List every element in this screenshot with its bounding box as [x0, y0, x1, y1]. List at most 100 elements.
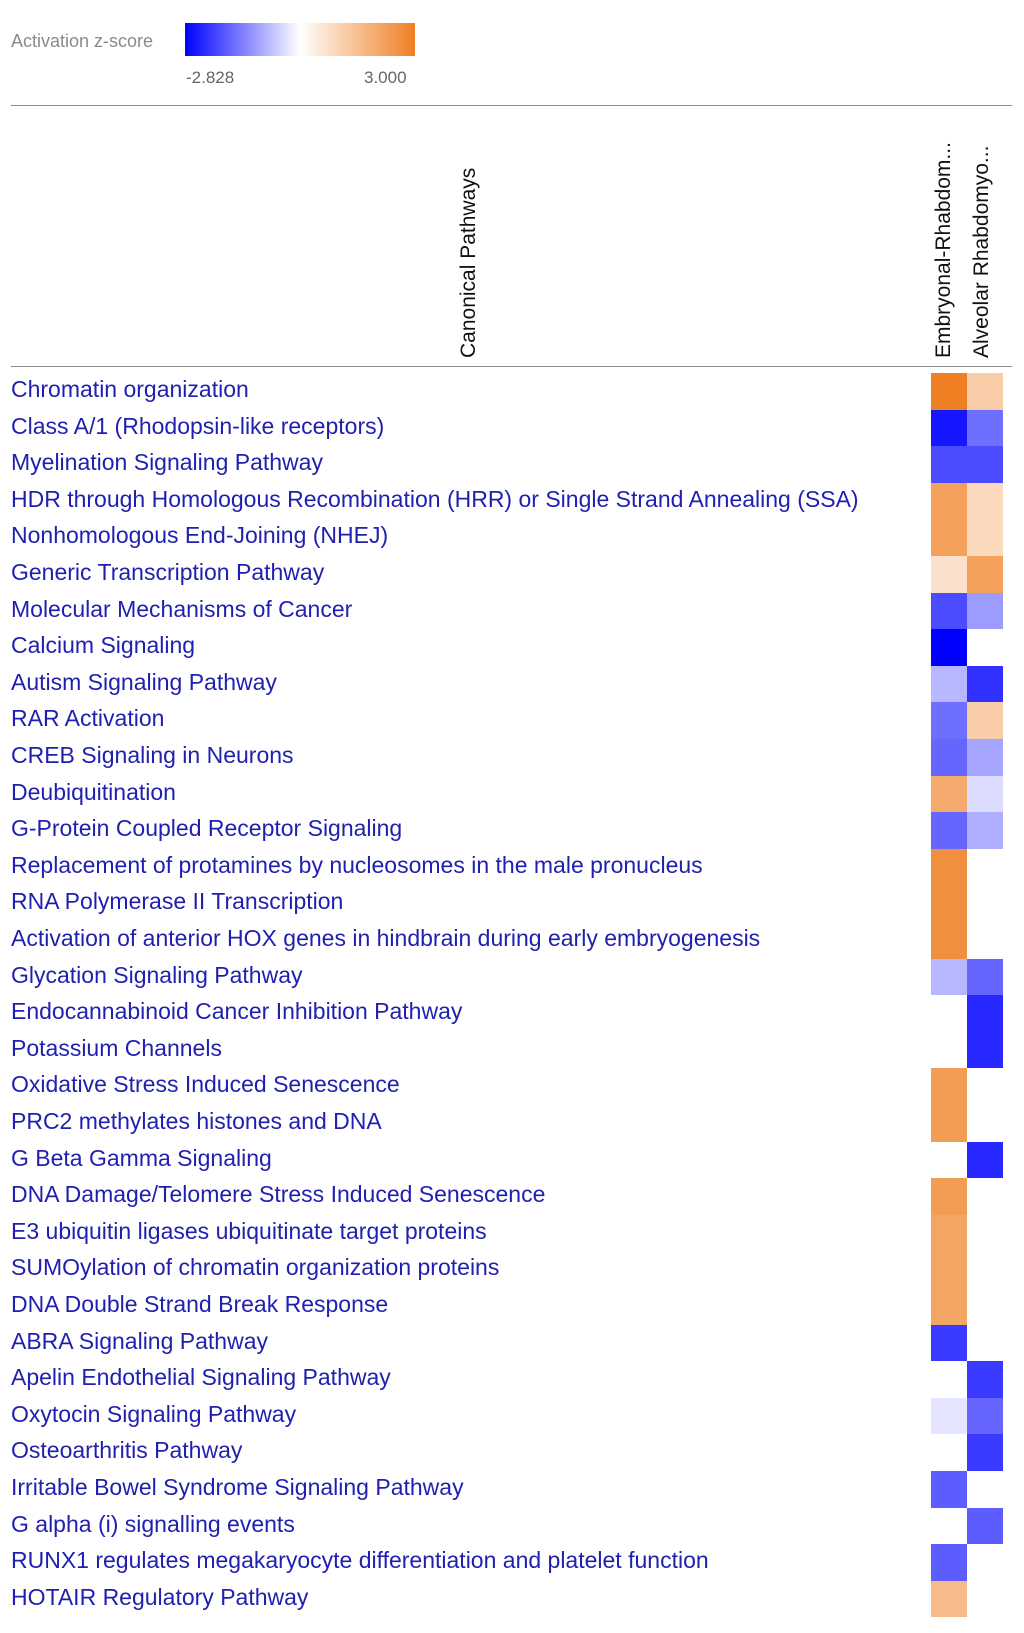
- heatmap-cell[interactable]: [931, 922, 967, 959]
- pathway-link[interactable]: PRC2 methylates histones and DNA: [11, 1108, 382, 1134]
- heatmap-cell[interactable]: [931, 702, 967, 739]
- column-header-alveolar[interactable]: Alveolar Rhabdomyo...: [970, 145, 993, 358]
- heatmap-cell[interactable]: [931, 665, 967, 703]
- heatmap-cell[interactable]: [931, 885, 967, 922]
- header-bottom-divider: [11, 366, 1012, 367]
- heatmap-cell[interactable]: [931, 1178, 967, 1215]
- heatmap-cell[interactable]: [931, 812, 967, 849]
- heatmap-cell[interactable]: [967, 1031, 1003, 1069]
- heatmap-cell[interactable]: [967, 1507, 1003, 1545]
- pathway-link[interactable]: Calcium Signaling: [11, 632, 196, 659]
- pathway-link[interactable]: Irritable Bowel Syndrome Signaling Pathw…: [11, 1474, 464, 1500]
- pathway-link[interactable]: Activation of anterior HOX genes in hind…: [11, 925, 761, 951]
- pathway-link[interactable]: Autism Signaling Pathway: [11, 668, 277, 695]
- table-row: Glycation Signaling Pathway: [0, 958, 1024, 996]
- heatmap-cell[interactable]: [931, 739, 967, 776]
- heatmap-cell[interactable]: [967, 775, 1003, 813]
- heatmap-cell[interactable]: [967, 519, 1003, 556]
- column-header-embryonal[interactable]: Embryonal-Rhabdom...: [932, 142, 955, 358]
- heatmap-cell[interactable]: [931, 629, 967, 666]
- heatmap-cell[interactable]: [931, 1105, 967, 1142]
- heatmap-cell[interactable]: [931, 1397, 967, 1435]
- heatmap-cell[interactable]: [931, 1214, 967, 1252]
- heatmap-cell[interactable]: [967, 739, 1003, 776]
- pathway-link[interactable]: Molecular Mechanisms of Cancer: [11, 595, 353, 622]
- pathway-link[interactable]: Osteoarthritis Pathway: [11, 1437, 243, 1464]
- pathway-link[interactable]: Replacement of protamines by nucleosomes…: [11, 851, 703, 878]
- pathway-link[interactable]: Myelination Signaling Pathway: [11, 449, 323, 476]
- table-row: ABRA Signaling Pathway: [0, 1324, 1024, 1362]
- heatmap-cell[interactable]: [967, 373, 1003, 410]
- heatmap-cell[interactable]: [967, 995, 1003, 1032]
- heatmap-cell[interactable]: [931, 1580, 967, 1618]
- pathway-link[interactable]: Chromatin organization: [11, 376, 249, 402]
- table-row: HDR through Homologous Recombination (HR…: [0, 482, 1024, 520]
- heatmap-cell[interactable]: [931, 446, 967, 483]
- pathway-link[interactable]: G-Protein Coupled Receptor Signaling: [11, 815, 403, 842]
- heatmap-cell[interactable]: [931, 1288, 967, 1325]
- heatmap-cell[interactable]: [931, 775, 967, 813]
- pathway-link[interactable]: Glycation Signaling Pathway: [11, 961, 303, 988]
- pathway-link[interactable]: RNA Polymerase II Transcription: [11, 888, 344, 915]
- heatmap-cell[interactable]: [931, 958, 967, 996]
- pathway-link[interactable]: G Beta Gamma Signaling: [11, 1144, 272, 1171]
- pathway-link[interactable]: Nonhomologous End-Joining (NHEJ): [11, 522, 389, 549]
- heatmap-cell[interactable]: [931, 482, 967, 520]
- heatmap-cell[interactable]: [967, 482, 1003, 520]
- pathway-link[interactable]: DNA Double Strand Break Response: [11, 1291, 389, 1317]
- heatmap-cell[interactable]: [967, 446, 1003, 483]
- pathway-link[interactable]: DNA Damage/Telomere Stress Induced Senes…: [11, 1181, 546, 1208]
- heatmap-cell[interactable]: [931, 1544, 967, 1581]
- table-row: RAR Activation: [0, 702, 1024, 739]
- pathway-link[interactable]: SUMOylation of chromatin organization pr…: [11, 1254, 500, 1281]
- heatmap-cell[interactable]: [967, 556, 1003, 593]
- heatmap-cell[interactable]: [967, 702, 1003, 739]
- heatmap-cell[interactable]: [931, 556, 967, 593]
- heatmap-cell[interactable]: [931, 1251, 967, 1288]
- pathway-link[interactable]: CREB Signaling in Neurons: [11, 742, 294, 768]
- heatmap-cell[interactable]: [967, 592, 1003, 630]
- table-row: Potassium Channels: [0, 1031, 1024, 1069]
- pathway-link[interactable]: Endocannabinoid Cancer Inhibition Pathwa…: [11, 998, 463, 1025]
- heatmap-cell[interactable]: [967, 1361, 1003, 1398]
- pathway-link[interactable]: E3 ubiquitin ligases ubiquitinate target…: [11, 1217, 487, 1244]
- table-row: Irritable Bowel Syndrome Signaling Pathw…: [0, 1471, 1024, 1508]
- table-row: G Beta Gamma Signaling: [0, 1141, 1024, 1179]
- table-row: CREB Signaling in Neurons: [0, 739, 1024, 776]
- heatmap-cell[interactable]: [931, 1471, 967, 1508]
- table-row: DNA Double Strand Break Response: [0, 1288, 1024, 1325]
- heatmap-cell[interactable]: [931, 519, 967, 556]
- heatmap-cell[interactable]: [967, 665, 1003, 703]
- pathway-link[interactable]: Potassium Channels: [11, 1034, 222, 1061]
- pathway-link[interactable]: RUNX1 regulates megakaryocyte differenti…: [11, 1547, 709, 1574]
- pathway-link[interactable]: G alpha (i) signalling events: [11, 1510, 295, 1537]
- legend-max-label: 3.000: [364, 68, 407, 87]
- pathway-link[interactable]: Oxidative Stress Induced Senescence: [11, 1071, 400, 1098]
- table-row: SUMOylation of chromatin organization pr…: [0, 1251, 1024, 1288]
- heatmap-cell[interactable]: [967, 958, 1003, 996]
- pathway-link[interactable]: Oxytocin Signaling Pathway: [11, 1400, 297, 1427]
- legend-min-label: -2.828: [186, 68, 235, 87]
- pathway-link[interactable]: Apelin Endothelial Signaling Pathway: [11, 1364, 391, 1391]
- pathway-link[interactable]: ABRA Signaling Pathway: [11, 1327, 268, 1354]
- heatmap-cell[interactable]: [931, 592, 967, 630]
- heatmap-cell[interactable]: [931, 848, 967, 886]
- table-row: Generic Transcription Pathway: [0, 556, 1024, 593]
- heatmap-cell[interactable]: [967, 812, 1003, 849]
- pathway-link[interactable]: HOTAIR Regulatory Pathway: [11, 1583, 309, 1610]
- pathway-link[interactable]: Generic Transcription Pathway: [11, 559, 325, 585]
- table-row: Calcium Signaling: [0, 629, 1024, 666]
- heatmap-cell[interactable]: [967, 1141, 1003, 1179]
- heatmap-cell[interactable]: [967, 1434, 1003, 1471]
- heatmap-cell[interactable]: [931, 373, 967, 410]
- pathway-link[interactable]: HDR through Homologous Recombination (HR…: [11, 485, 859, 512]
- pathway-link[interactable]: RAR Activation: [11, 705, 165, 732]
- heatmap-cell[interactable]: [967, 1397, 1003, 1435]
- heatmap-cell[interactable]: [967, 409, 1003, 447]
- pathway-link[interactable]: Class A/1 (Rhodopsin-like receptors): [11, 412, 385, 439]
- row-header-canonical-pathways: Canonical Pathways: [457, 167, 480, 358]
- heatmap-cell[interactable]: [931, 1324, 967, 1362]
- pathway-link[interactable]: Deubiquitination: [11, 778, 176, 805]
- heatmap-cell[interactable]: [931, 409, 967, 447]
- heatmap-cell[interactable]: [931, 1068, 967, 1105]
